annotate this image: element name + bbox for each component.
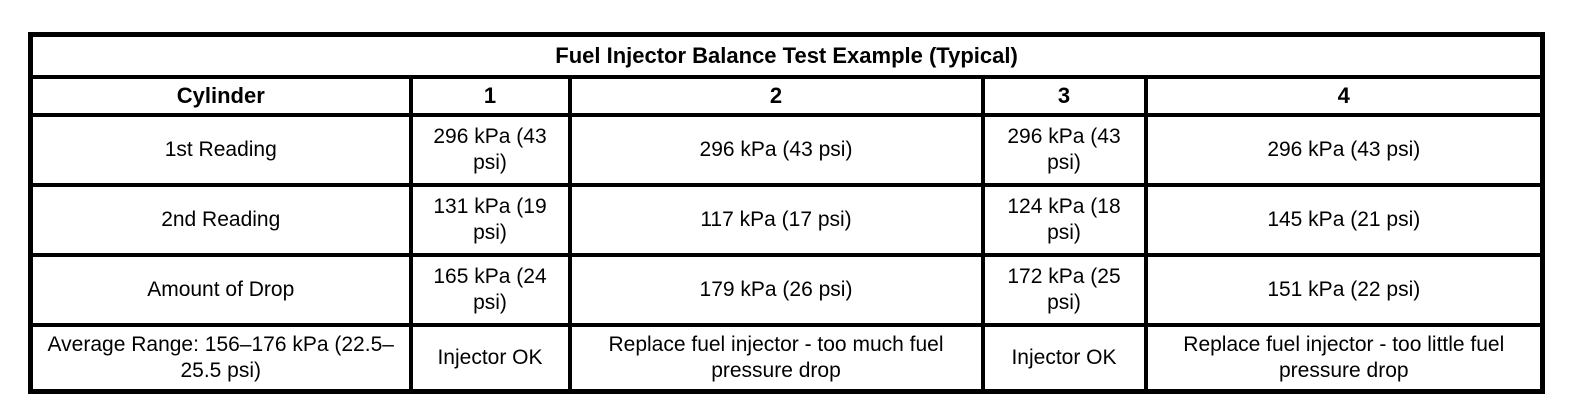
table-title: Fuel Injector Balance Test Example (Typi… <box>28 32 1545 79</box>
column-header-4: 4 <box>1143 75 1545 117</box>
row-label: Amount of Drop <box>28 253 413 327</box>
cell-cyl1: 296 kPa (43 psi) <box>408 113 572 187</box>
row-label: 1st Reading <box>28 113 413 187</box>
cell-cyl1: 131 kPa (19 psi) <box>408 183 572 257</box>
table-row-1st-reading: 1st Reading 296 kPa (43 psi) 296 kPa (43… <box>28 113 1545 187</box>
column-header-cylinder: Cylinder <box>28 75 413 117</box>
cell-cyl2: 179 kPa (26 psi) <box>567 253 985 327</box>
cell-cyl4-verdict: Replace fuel injector - too little fuel … <box>1143 323 1545 394</box>
cell-cyl3: 172 kPa (25 psi) <box>980 253 1148 327</box>
table-header-row: Cylinder 1 2 3 4 <box>28 75 1545 117</box>
table-row-amount-of-drop: Amount of Drop 165 kPa (24 psi) 179 kPa … <box>28 253 1545 327</box>
column-header-3: 3 <box>980 75 1148 117</box>
cell-cyl3: 124 kPa (18 psi) <box>980 183 1148 257</box>
table-row-2nd-reading: 2nd Reading 131 kPa (19 psi) 117 kPa (17… <box>28 183 1545 257</box>
cell-cyl4: 296 kPa (43 psi) <box>1143 113 1545 187</box>
fuel-injector-balance-table: Fuel Injector Balance Test Example (Typi… <box>28 32 1546 394</box>
column-header-1: 1 <box>408 75 572 117</box>
cell-cyl1-verdict: Injector OK <box>408 323 572 394</box>
table-title-row: Fuel Injector Balance Test Example (Typi… <box>28 32 1545 79</box>
cell-cyl1: 165 kPa (24 psi) <box>408 253 572 327</box>
cell-cyl3: 296 kPa (43 psi) <box>980 113 1148 187</box>
cell-cyl3-verdict: Injector OK <box>980 323 1148 394</box>
row-label: 2nd Reading <box>28 183 413 257</box>
cell-cyl2-verdict: Replace fuel injector - too much fuel pr… <box>567 323 985 394</box>
column-header-2: 2 <box>567 75 985 117</box>
cell-cyl4: 151 kPa (22 psi) <box>1143 253 1545 327</box>
table-row-average-range: Average Range: 156–176 kPa (22.5–25.5 ps… <box>28 323 1545 394</box>
row-label: Average Range: 156–176 kPa (22.5–25.5 ps… <box>28 323 413 394</box>
cell-cyl2: 296 kPa (43 psi) <box>567 113 985 187</box>
cell-cyl2: 117 kPa (17 psi) <box>567 183 985 257</box>
cell-cyl4: 145 kPa (21 psi) <box>1143 183 1545 257</box>
